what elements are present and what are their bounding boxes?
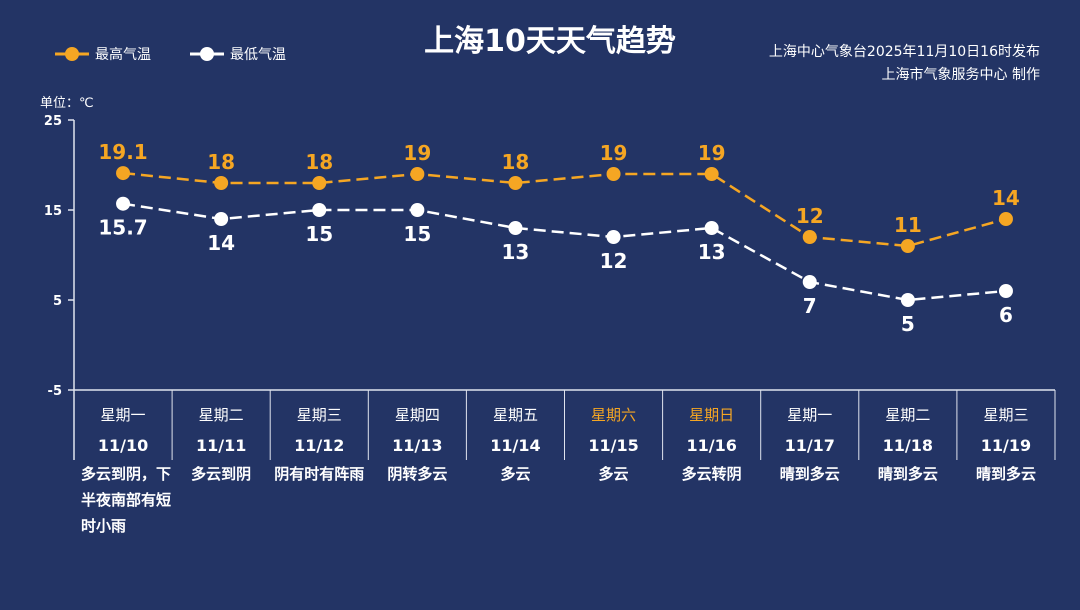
y-tick-label: -5 <box>48 384 62 399</box>
low-temp-point <box>802 275 817 289</box>
high-temp-label: 19 <box>600 141 628 165</box>
low-temp-label: 15 <box>403 222 431 246</box>
low-temp-label: 15.7 <box>98 216 147 240</box>
low-temp-label: 13 <box>502 240 530 264</box>
high-temp-point <box>704 167 719 181</box>
weather-description: 晴到多云 <box>878 465 938 483</box>
low-temp-point <box>606 230 621 244</box>
low-temp-point <box>508 221 523 235</box>
date-label: 11/19 <box>981 436 1031 455</box>
weekday-label: 星期五 <box>493 406 538 424</box>
weather-description: 多云到阴 <box>191 465 251 483</box>
high-temp-label: 19.1 <box>98 140 147 164</box>
weekday-label: 星期一 <box>787 406 832 424</box>
low-temp-point <box>116 196 131 211</box>
weekday-label: 星期三 <box>297 406 342 424</box>
date-label: 11/10 <box>98 436 148 455</box>
low-temp-point <box>900 293 915 307</box>
weather-description: 多云 <box>500 465 530 483</box>
high-temp-label: 19 <box>698 141 726 165</box>
high-temp-point <box>802 230 817 244</box>
credit-producer: 上海市气象服务中心 制作 <box>881 67 1040 83</box>
high-temp-point <box>998 212 1013 226</box>
high-temp-point <box>508 176 523 190</box>
weekday-label: 星期一 <box>101 406 146 424</box>
weather-description: 晴到多云 <box>780 465 840 483</box>
low-temp-point <box>214 212 229 226</box>
low-temp-label: 5 <box>901 312 915 336</box>
date-label: 11/13 <box>392 436 442 455</box>
high-temp-point <box>410 167 425 181</box>
legend-low: 最低气温 <box>190 44 286 64</box>
weather-description: 多云到阴，下半夜南部有短时小雨 <box>81 465 171 535</box>
high-temp-point <box>900 239 915 253</box>
high-temp-label: 11 <box>894 213 922 237</box>
high-temp-point <box>312 176 327 190</box>
low-temp-label: 14 <box>207 231 235 255</box>
low-temp-label: 7 <box>803 294 817 318</box>
legend-high-label: 最高气温 <box>95 47 151 63</box>
credit-publish: 上海中心气象台2025年11月10日16时发布 <box>768 44 1040 60</box>
low-temp-label: 15 <box>305 222 333 246</box>
low-temp-label: 13 <box>698 240 726 264</box>
high-temp-point <box>214 176 229 190</box>
low-temp-label: 6 <box>999 303 1013 327</box>
y-tick-label: 25 <box>44 114 62 129</box>
weather-description: 阴转多云 <box>387 465 447 483</box>
high-temp-label: 18 <box>207 150 235 174</box>
high-temp-point <box>116 166 131 181</box>
high-temp-label: 12 <box>796 204 824 228</box>
high-temp-label: 18 <box>502 150 530 174</box>
weather-description: 多云转阴 <box>682 465 742 483</box>
high-temp-point <box>606 167 621 181</box>
weekday-label: 星期二 <box>199 406 244 424</box>
weather-description: 阴有时有阵雨 <box>274 465 364 483</box>
low-temp-point <box>998 284 1013 298</box>
date-label: 11/12 <box>294 436 344 455</box>
high-temp-label: 18 <box>305 150 333 174</box>
high-temp-label: 19 <box>403 141 431 165</box>
unit-label: 单位：℃ <box>40 96 94 111</box>
low-temp-point <box>410 203 425 217</box>
y-tick-label: 5 <box>53 294 62 309</box>
low-temp-point <box>312 203 327 217</box>
weekday-label: 星期三 <box>983 406 1028 424</box>
high-temp-line <box>122 171 1007 248</box>
high-temp-label: 14 <box>992 186 1020 210</box>
legend-low-label: 最低气温 <box>230 47 286 63</box>
weather-description: 多云 <box>599 465 629 483</box>
date-label: 11/11 <box>196 436 246 455</box>
low-temp-point <box>704 221 719 235</box>
date-label: 11/15 <box>588 436 638 455</box>
date-label: 11/18 <box>883 436 933 455</box>
page-title: 上海10天天气趋势 <box>424 24 676 59</box>
date-label: 11/14 <box>490 436 540 455</box>
weekday-label: 星期四 <box>395 406 440 424</box>
low-temp-line <box>122 202 1007 302</box>
date-label: 11/16 <box>686 436 736 455</box>
legend-high-marker-icon <box>55 47 89 61</box>
y-tick-label: 15 <box>44 204 62 219</box>
legend-low-marker-icon <box>190 47 224 61</box>
weekday-label: 星期二 <box>885 406 930 424</box>
weekday-label: 星期六 <box>591 406 636 424</box>
low-temp-label: 12 <box>600 249 628 273</box>
legend-high: 最高气温 <box>55 44 151 64</box>
weather-description: 晴到多云 <box>976 465 1036 483</box>
weekday-label: 星期日 <box>689 406 734 424</box>
date-label: 11/17 <box>785 436 835 455</box>
